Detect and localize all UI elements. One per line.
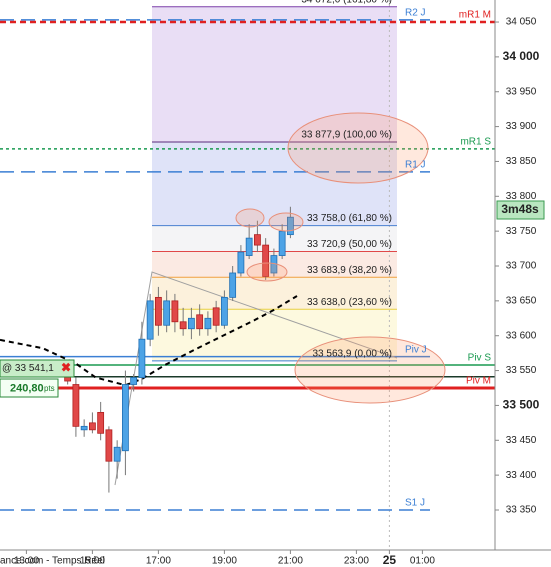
candle-body <box>187 317 195 330</box>
pnl-value: 240,80 <box>10 382 44 394</box>
y-tick-label: 33 400 <box>506 470 537 481</box>
fib-label: 34 072,0 (161,80 %) <box>301 0 392 5</box>
y-tick-label: 33 350 <box>506 505 537 516</box>
level-label: Piv M <box>466 376 491 387</box>
candle-body <box>253 234 261 246</box>
candle-body <box>286 216 294 236</box>
candle-body <box>122 384 129 452</box>
x-tick-label: 19:00 <box>212 556 237 567</box>
candle-body <box>138 338 146 378</box>
x-tick-label: 15:00 <box>80 556 105 567</box>
countdown-box <box>496 200 545 220</box>
fib-label: 33 877,9 (100,00 %) <box>301 130 392 141</box>
annotation-ellipse <box>294 336 446 404</box>
candle-body <box>154 296 162 326</box>
y-tick-label: 33 650 <box>506 296 537 307</box>
level-label: mR1 M <box>459 10 491 21</box>
candle-body <box>163 300 171 326</box>
candle-body <box>146 300 154 340</box>
fib-band <box>152 6 397 142</box>
fib-band <box>152 309 397 361</box>
position-label: @ 33 541,1 <box>2 363 54 374</box>
candle-body <box>113 446 121 462</box>
y-tick-label: 33 450 <box>506 435 537 446</box>
candle-body <box>220 296 228 326</box>
y-tick-label: 33 800 <box>506 191 537 202</box>
y-tick-label: 34 050 <box>506 17 537 28</box>
y-tick-label: 33 600 <box>506 330 537 341</box>
plot <box>0 0 495 550</box>
fib-label: 33 758,0 (61,80 %) <box>307 213 392 224</box>
level-label: S1 J <box>405 498 425 509</box>
candle-body <box>245 237 253 256</box>
candle-body <box>212 307 220 326</box>
pnl-box <box>0 378 59 398</box>
position-box[interactable] <box>0 359 75 378</box>
y-tick-label: 33 750 <box>506 226 537 237</box>
candle-body <box>72 384 80 427</box>
candle-body <box>171 300 179 323</box>
y-tick-label: 33 500 <box>503 398 540 412</box>
x-tick-label: 01:00 <box>410 556 435 567</box>
x-tick-label: 13:00 <box>14 556 39 567</box>
fib-label: 33 720,9 (50,00 %) <box>307 239 392 250</box>
candle-body <box>130 377 138 385</box>
candle-body <box>97 411 105 434</box>
annotation-ellipse <box>287 112 429 184</box>
fib-band <box>152 277 397 310</box>
y-tick-label: 33 700 <box>506 261 537 272</box>
candle-body <box>80 425 88 431</box>
x-tick-label: 23:00 <box>344 556 369 567</box>
candle-body <box>89 422 96 431</box>
pnl-unit: pts <box>44 384 55 393</box>
close-position-button[interactable]: ✖ <box>61 361 71 375</box>
level-label: mR1 S <box>460 137 491 148</box>
candle-body <box>204 317 212 330</box>
labels: 33 350 33 400 33 450 33 500 33 550 33 600 33 6… <box>14 0 540 567</box>
countdown: 3m48s <box>501 202 539 216</box>
x-tick-label: 17:00 <box>146 556 171 567</box>
y-tick-label: 33 900 <box>506 121 537 132</box>
annotation-ellipse <box>268 212 304 232</box>
candle-body <box>278 230 286 256</box>
level-label: R1 J <box>405 160 426 171</box>
x-tick-label: 25 <box>383 553 397 567</box>
level-label: Piv S <box>468 353 492 364</box>
candle-body <box>196 314 204 330</box>
annotation-ellipse <box>235 208 265 228</box>
fib-band <box>152 141 397 226</box>
fib-band <box>152 225 397 252</box>
level-label: R2 J <box>405 8 426 19</box>
fib-label: 33 563,9 (0,00 %) <box>313 349 393 360</box>
x-tick-label: 21:00 <box>278 556 303 567</box>
y-tick-label: 33 950 <box>506 86 537 97</box>
fib-label: 33 683,9 (38,20 %) <box>307 265 392 276</box>
y-tick-label: 33 850 <box>506 156 537 167</box>
y-tick-label: 34 000 <box>503 49 540 63</box>
candle-body <box>105 429 113 462</box>
y-tick-label: 33 550 <box>506 365 537 376</box>
level-label: Piv J <box>405 344 427 355</box>
annotations <box>235 112 446 404</box>
footer: ance.com - Temps Réel <box>0 556 105 567</box>
annotation-ellipse <box>246 262 288 282</box>
fib-label: 33 638,0 (23,60 %) <box>307 297 392 308</box>
candle-body <box>262 244 270 277</box>
candle-body <box>229 272 237 298</box>
candle-body <box>179 321 187 330</box>
candle-body <box>237 251 245 274</box>
